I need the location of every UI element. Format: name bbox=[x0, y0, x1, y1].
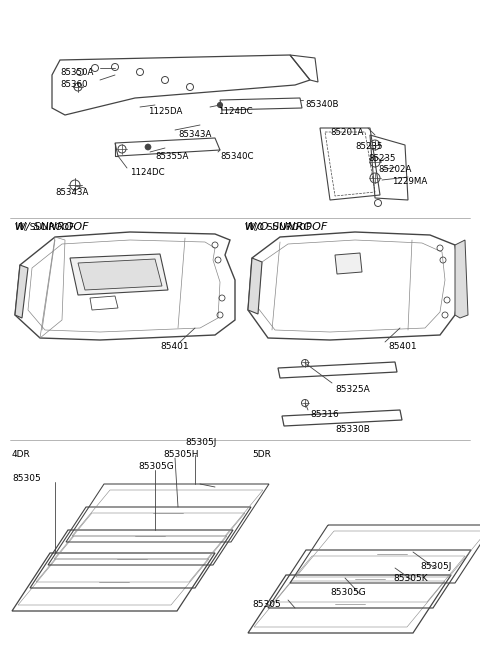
Text: W/ SUNROOF: W/ SUNROOF bbox=[15, 222, 74, 231]
Text: 5DR: 5DR bbox=[252, 450, 271, 459]
Text: 85235: 85235 bbox=[355, 142, 383, 151]
Text: 85305J: 85305J bbox=[420, 562, 451, 571]
Text: 85350A: 85350A bbox=[60, 68, 94, 77]
Text: 1124DC: 1124DC bbox=[218, 107, 252, 116]
Circle shape bbox=[217, 102, 223, 107]
Text: 85325A: 85325A bbox=[335, 385, 370, 394]
Text: 85343A: 85343A bbox=[55, 188, 88, 197]
Text: 85330B: 85330B bbox=[335, 425, 370, 434]
Text: W/O SUNROOF: W/O SUNROOF bbox=[245, 222, 311, 231]
Polygon shape bbox=[15, 265, 28, 318]
Text: 85305K: 85305K bbox=[393, 574, 428, 583]
Text: 85202A: 85202A bbox=[378, 165, 411, 174]
Polygon shape bbox=[70, 254, 168, 295]
Text: 85305G: 85305G bbox=[138, 462, 174, 471]
Text: 85201A: 85201A bbox=[330, 128, 363, 137]
Text: W/O SUNROOF: W/O SUNROOF bbox=[245, 222, 327, 232]
Text: 85316: 85316 bbox=[310, 410, 339, 419]
Polygon shape bbox=[455, 240, 468, 318]
Circle shape bbox=[145, 144, 151, 150]
Text: 85305: 85305 bbox=[12, 474, 41, 483]
Text: 4DR: 4DR bbox=[12, 450, 31, 459]
Text: 1125DA: 1125DA bbox=[148, 107, 182, 116]
Text: 85305: 85305 bbox=[252, 600, 281, 609]
Polygon shape bbox=[78, 259, 162, 290]
Text: 85305J: 85305J bbox=[185, 438, 216, 447]
Text: 85401: 85401 bbox=[160, 342, 189, 351]
Text: 85235: 85235 bbox=[368, 154, 396, 163]
Text: 1124DC: 1124DC bbox=[130, 168, 165, 177]
Text: 85340B: 85340B bbox=[305, 100, 338, 109]
Text: 85340C: 85340C bbox=[220, 152, 253, 161]
Text: 85355A: 85355A bbox=[155, 152, 188, 161]
Text: 85401: 85401 bbox=[388, 342, 417, 351]
Polygon shape bbox=[248, 258, 262, 314]
Text: 1229MA: 1229MA bbox=[392, 177, 427, 186]
Text: 85305H: 85305H bbox=[163, 450, 199, 459]
Text: 85360: 85360 bbox=[60, 80, 87, 89]
Text: W/ SUNROOF: W/ SUNROOF bbox=[15, 222, 88, 232]
Text: 85305G: 85305G bbox=[330, 588, 366, 597]
Polygon shape bbox=[335, 253, 362, 274]
Text: 85343A: 85343A bbox=[178, 130, 211, 139]
